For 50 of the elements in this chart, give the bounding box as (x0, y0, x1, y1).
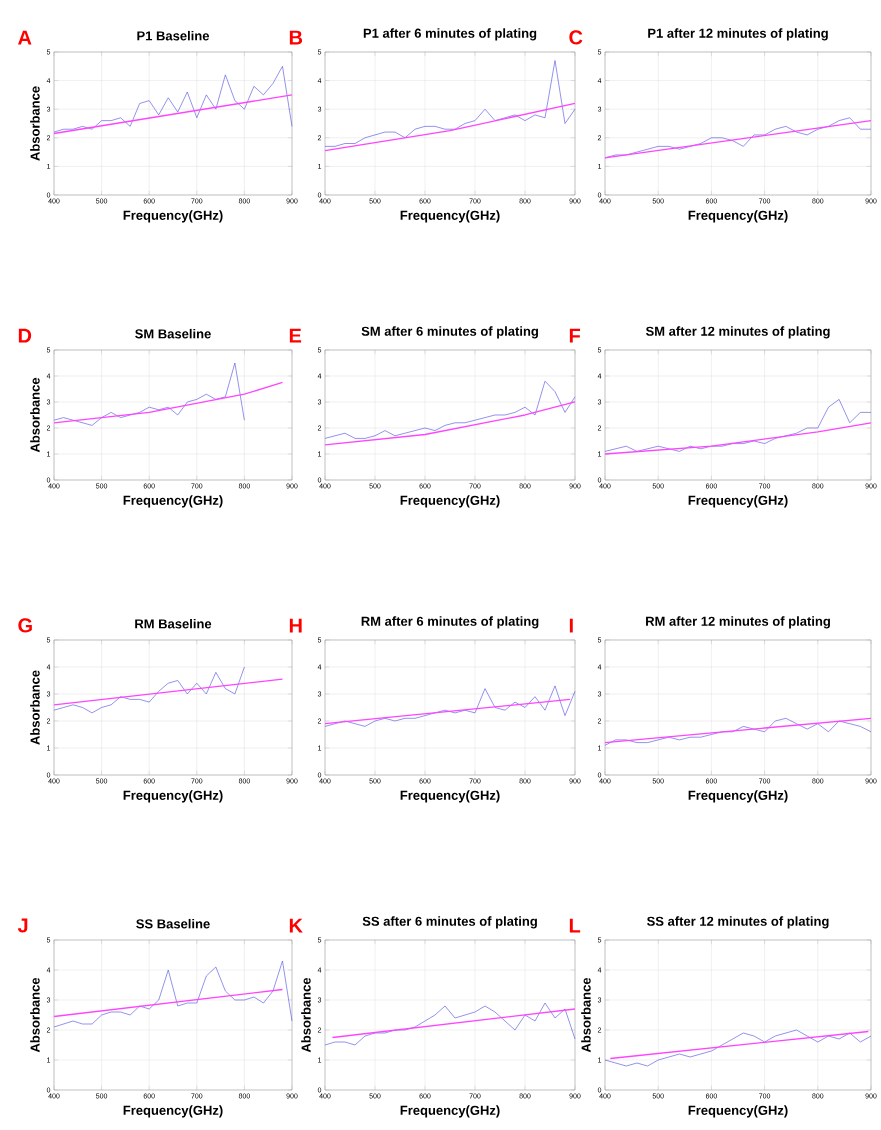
text: K (289, 918, 303, 933)
y-axis-title: Absorbance (30, 977, 40, 1053)
text: L (569, 918, 581, 933)
line-series (324, 60, 576, 147)
text: B (289, 30, 303, 45)
chart-title: P1 after 12 minutes of plating (648, 28, 828, 41)
x-axis-title: Frequency(GHz) (123, 210, 223, 223)
x-axis-title: Frequency(GHz) (688, 790, 788, 803)
line-series (324, 685, 576, 727)
text: F (569, 328, 581, 343)
text: H (289, 618, 302, 633)
chart-title: SM after 6 minutes of plating (361, 326, 538, 339)
x-axis-title: Frequency(GHz) (123, 1105, 223, 1118)
line-series (324, 1002, 576, 1046)
x-axis-title: Frequency(GHz) (688, 210, 788, 223)
x-axis-title: Frequency(GHz) (400, 1105, 500, 1118)
chart-title: RM Baseline (135, 618, 212, 629)
chart-title: RM after 12 minutes of plating (646, 616, 830, 629)
y-axis-title: Absorbance (30, 86, 40, 161)
chart-title: SM after 12 minutes of plating (645, 326, 830, 339)
chart-title: SM Baseline (135, 328, 211, 339)
x-axis-title: Frequency(GHz) (688, 1105, 788, 1118)
x-axis-title: Frequency(GHz) (400, 210, 500, 223)
text: E (289, 328, 302, 343)
x-axis-title: Frequency(GHz) (688, 495, 788, 508)
y-axis-title: Absorbance (30, 670, 40, 745)
line-series (53, 381, 284, 424)
line-series (604, 422, 872, 455)
x-axis-title: Frequency(GHz) (400, 790, 500, 803)
text: C (569, 30, 583, 45)
text: A (18, 30, 32, 45)
y-axis-title: Absorbance (30, 377, 40, 453)
chart-title: P1 Baseline (137, 30, 210, 41)
chart-title: RM after 6 minutes of plating (361, 616, 539, 629)
y-axis-title: Absorbance (581, 977, 591, 1053)
y-axis-title: Absorbance (301, 977, 311, 1053)
x-axis-title: Frequency(GHz) (123, 790, 223, 803)
line-series (53, 65, 293, 133)
chart-title: SS Baseline (136, 918, 210, 929)
chart-title: SS after 12 minutes of plating (647, 916, 829, 929)
x-axis-title: Frequency(GHz) (123, 495, 223, 508)
text: G (18, 618, 32, 633)
line-series (53, 666, 245, 714)
chart-title: SS after 6 minutes of plating (362, 916, 537, 929)
text: D (18, 328, 32, 343)
line-series (324, 401, 576, 446)
x-axis-title: Frequency(GHz) (400, 495, 500, 508)
chart-title: P1 after 6 minutes of plating (363, 28, 537, 41)
text: J (17, 918, 28, 933)
text: I (569, 618, 573, 633)
